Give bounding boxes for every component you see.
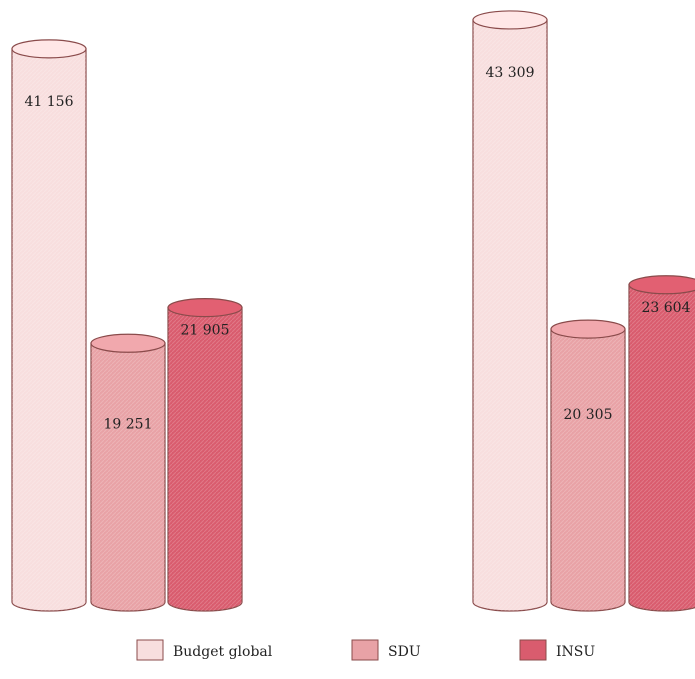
bar-sdu-group-2: 20 305 (550, 319, 626, 612)
cylinder-texture (629, 284, 695, 611)
cylinder-top (167, 297, 243, 318)
cylinder-top (628, 275, 695, 295)
data-label: 43 309 (486, 65, 535, 81)
cylinder-texture (12, 48, 86, 612)
legend-swatch (351, 639, 379, 661)
cylinder-top (472, 10, 548, 30)
cylinder-top (90, 333, 166, 353)
data-label: 23 604 (642, 300, 691, 316)
data-label: 41 156 (25, 94, 74, 110)
cylinder-top (11, 39, 87, 59)
bar-insu-group-2: 23 604 (628, 275, 695, 612)
data-label: 20 305 (564, 407, 613, 423)
legend-label: Budget global (173, 644, 273, 660)
cylinder-top (550, 319, 626, 339)
bar-sdu-group-1: 19 251 (90, 333, 166, 612)
legend-label: SDU (388, 644, 421, 660)
legend-swatch (519, 639, 547, 661)
data-label: 19 251 (104, 417, 153, 433)
cylinder-texture (551, 329, 625, 611)
bar-budget-global-group-1: 41 156 (11, 39, 87, 612)
legend-item-insu: INSU (519, 639, 595, 661)
legend-label: INSU (556, 644, 595, 660)
bar-budget-global-group-2: 43 309 (472, 10, 548, 612)
cylinder-texture (473, 19, 547, 611)
legend-swatch (136, 639, 164, 661)
cylinder-texture (91, 343, 165, 611)
bar-insu-group-1: 21 905 (167, 297, 243, 612)
data-label: 21 905 (181, 323, 230, 339)
legend-item-sdu: SDU (351, 639, 421, 661)
cylinder-texture (168, 307, 242, 611)
bars-layer: 41 156 19 251 21 905 43 309 20 305 23 604 (11, 10, 695, 612)
legend: Budget global SDU INSU (136, 639, 595, 661)
legend-item-budget-global: Budget global (136, 639, 273, 661)
